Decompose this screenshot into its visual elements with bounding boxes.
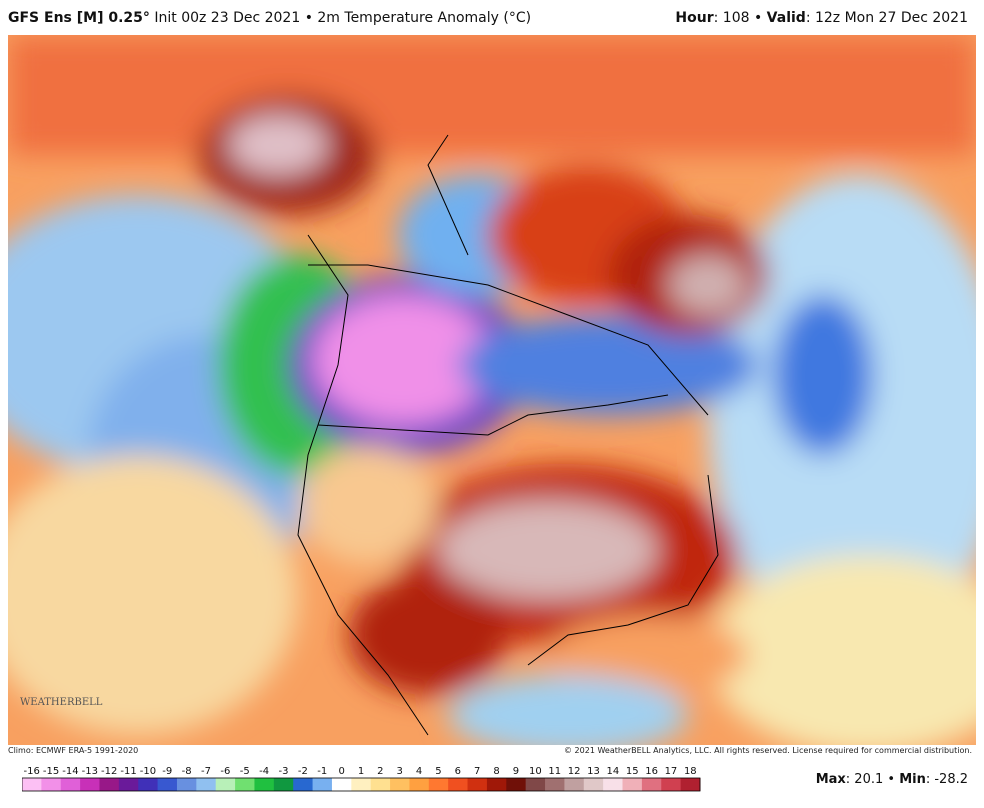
colorbar-label: 1 (358, 766, 364, 777)
colorbar-label: 9 (513, 766, 519, 777)
colorbar-swatch (99, 778, 120, 791)
colorbar-label: 0 (338, 766, 344, 777)
colorbar-swatch (564, 778, 585, 791)
colorbar-swatch (603, 778, 624, 791)
colorbar-swatch (80, 778, 100, 791)
colorbar-swatch (641, 778, 662, 791)
colorbar-swatch (235, 778, 255, 791)
header-left: GFS Ens [M] 0.25° Init 00z 23 Dec 2021 •… (8, 10, 531, 26)
anomaly-field (8, 35, 976, 745)
valid-value: : 12z Mon 27 Dec 2021 (805, 10, 968, 26)
logo: WEATHERBELL (20, 697, 103, 708)
model: GFS Ens [M] 0.25° (8, 10, 150, 26)
colorbar-swatch (273, 778, 294, 791)
colorbar-swatch (176, 778, 197, 791)
colorbar-label: 5 (435, 766, 441, 777)
colorbar-swatch (583, 778, 604, 791)
colorbar-label: 2 (377, 766, 383, 777)
colorbar-swatch (467, 778, 488, 791)
header-right: Hour: 108 • Valid: 12z Mon 27 Dec 2021 (675, 10, 968, 26)
colorbar-swatch (138, 778, 159, 791)
colorbar-swatch (680, 778, 701, 791)
colorbar-label: 6 (455, 766, 461, 777)
colorbar-label: 10 (529, 766, 542, 777)
colorbar-label: -7 (201, 766, 211, 777)
colorbar-swatch (390, 778, 410, 791)
colorbar-label: 11 (548, 766, 561, 777)
colorbar-label: 15 (626, 766, 639, 777)
colorbar-label: -10 (140, 766, 156, 777)
colorbar-swatch (370, 778, 391, 791)
colorbar-swatch (60, 778, 81, 791)
copyright: © 2021 WeatherBELL Analytics, LLC. All r… (564, 746, 972, 755)
colorbar-swatch (312, 778, 333, 791)
max-label: Max (815, 772, 846, 787)
colorbar-label: -8 (182, 766, 192, 777)
colorbar-swatch (196, 778, 217, 791)
colorbar-swatch (506, 778, 527, 791)
footer: Max: 20.1 • Min: -28.2 (816, 772, 968, 787)
colorbar-label: -9 (162, 766, 172, 777)
colorbar-label: 7 (474, 766, 480, 777)
colorbar-label: -16 (24, 766, 40, 777)
colorbar-swatch (486, 778, 507, 791)
colorbar-swatch (157, 778, 178, 791)
colorbar-label: -12 (101, 766, 117, 777)
colorbar-label: 16 (645, 766, 658, 777)
colorbar-label: -6 (220, 766, 230, 777)
colorbar-label: -15 (43, 766, 59, 777)
colorbar-swatch (215, 778, 236, 791)
colorbar-label: -14 (62, 766, 78, 777)
colorbar-swatch (22, 778, 42, 791)
colorbar-swatch (254, 778, 275, 791)
colorbar-label: -2 (298, 766, 308, 777)
colorbar-label: 12 (568, 766, 581, 777)
colorbar-label: -5 (240, 766, 250, 777)
colorbar-label: 4 (416, 766, 422, 777)
colorbar-label: -13 (82, 766, 98, 777)
colorbar-label: 14 (606, 766, 619, 777)
colorbar-label: 8 (493, 766, 499, 777)
colorbar-swatch (428, 778, 449, 791)
colorbar-label: 3 (397, 766, 403, 777)
colorbar-swatch (409, 778, 430, 791)
colorbar-swatch (448, 778, 469, 791)
colorbar-swatch (545, 778, 565, 791)
colorbar-label: 18 (684, 766, 697, 777)
colorbar-swatch (293, 778, 314, 791)
colorbar-label: -3 (279, 766, 289, 777)
colorbar-label: 17 (665, 766, 678, 777)
climo: Climo: ECMWF ERA-5 1991-2020 (8, 746, 139, 755)
min-label: Min (899, 772, 926, 787)
colorbar-swatch (525, 778, 546, 791)
min-value: : -28.2 (925, 772, 968, 787)
info: Init 00z 23 Dec 2021 • 2m Temperature An… (154, 10, 532, 26)
colorbar: -16 -15 -14 -13 -12 -11 -10 -9 -8 -7 -6 -5 -4 -3 -2 -1 0… (22, 766, 701, 792)
hour-value: : 108 • (713, 10, 767, 26)
colorbar-label: 13 (587, 766, 600, 777)
borders (297, 134, 719, 736)
map: WEATHERBELL (8, 35, 976, 745)
colorbar-swatch (331, 778, 352, 791)
valid-label: Valid (766, 10, 806, 26)
hour-label: Hour (675, 10, 714, 26)
colorbar-label: -11 (120, 766, 136, 777)
colorbar-label: -1 (317, 766, 327, 777)
colorbar-swatch (622, 778, 643, 791)
colorbar-swatch (118, 778, 139, 791)
colorbar-swatch (351, 778, 372, 791)
colorbar-swatch (661, 778, 682, 791)
colorbar-frame (22, 777, 701, 792)
max-value: : 20.1 • (845, 772, 900, 787)
colorbar-label: -4 (259, 766, 269, 777)
colorbar-swatch (41, 778, 62, 791)
